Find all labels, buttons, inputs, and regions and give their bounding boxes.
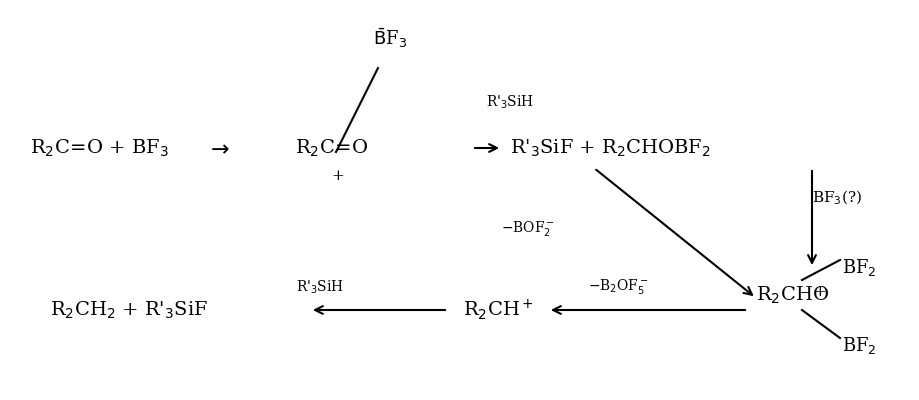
Text: R$_2$C$\!=\!$O: R$_2$C$\!=\!$O [295, 137, 369, 159]
Text: +: + [332, 169, 345, 183]
Text: R$_2$C$\!=\!$O + BF$_3$: R$_2$C$\!=\!$O + BF$_3$ [30, 137, 169, 159]
Text: BF$_2$: BF$_2$ [842, 258, 877, 278]
Text: $\bar{\mathrm{B}}$F$_3$: $\bar{\mathrm{B}}$F$_3$ [373, 26, 407, 50]
Text: BF$_3$(?): BF$_3$(?) [812, 189, 868, 207]
Text: $\rightarrow$: $\rightarrow$ [206, 137, 230, 159]
Text: R$_2$CH$^+$: R$_2$CH$^+$ [462, 298, 533, 322]
Text: R$_2$CH$_2$ + R'$_3$SiF: R$_2$CH$_2$ + R'$_3$SiF [50, 299, 208, 321]
Text: +: + [813, 285, 826, 299]
Text: R'$_3$SiH: R'$_3$SiH [486, 93, 534, 111]
Text: $-$BOF$_2^-$: $-$BOF$_2^-$ [501, 218, 555, 238]
Text: R'$_3$SiF + R$_2$CHOBF$_2$: R'$_3$SiF + R$_2$CHOBF$_2$ [510, 137, 710, 159]
Text: $-$B$_2$OF$_5^-$: $-$B$_2$OF$_5^-$ [587, 278, 648, 296]
Text: BF$_2$: BF$_2$ [842, 334, 877, 356]
Text: R'$_3$SiH: R'$_3$SiH [296, 278, 344, 296]
Text: R$_2$CHO: R$_2$CHO [756, 284, 829, 306]
